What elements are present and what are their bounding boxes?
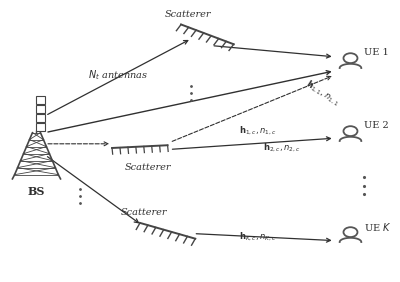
Bar <box>36 105 45 113</box>
Text: $\mathbf{h}_{1,1}, n_{1,1}$: $\mathbf{h}_{1,1}, n_{1,1}$ <box>303 78 342 109</box>
Text: UE 1: UE 1 <box>364 48 389 57</box>
Text: $\mathbf{h}_{K,c}, n_{K,c}$: $\mathbf{h}_{K,c}, n_{K,c}$ <box>239 231 277 243</box>
Bar <box>36 96 45 104</box>
Text: $\mathbf{h}_{1,c}, n_{1,c}$: $\mathbf{h}_{1,c}, n_{1,c}$ <box>239 125 277 137</box>
Text: Scatterer: Scatterer <box>120 208 167 217</box>
Text: UE 2: UE 2 <box>364 121 389 130</box>
Text: Scatterer: Scatterer <box>164 10 211 19</box>
Text: BS: BS <box>28 186 45 197</box>
Bar <box>36 123 45 131</box>
Text: Scatterer: Scatterer <box>124 164 171 173</box>
Text: $N_t$ antennas: $N_t$ antennas <box>88 68 148 82</box>
Text: UE $K$: UE $K$ <box>364 221 392 233</box>
Bar <box>36 114 45 122</box>
Text: $\mathbf{h}_{2,c}, n_{2,c}$: $\mathbf{h}_{2,c}, n_{2,c}$ <box>263 142 301 154</box>
